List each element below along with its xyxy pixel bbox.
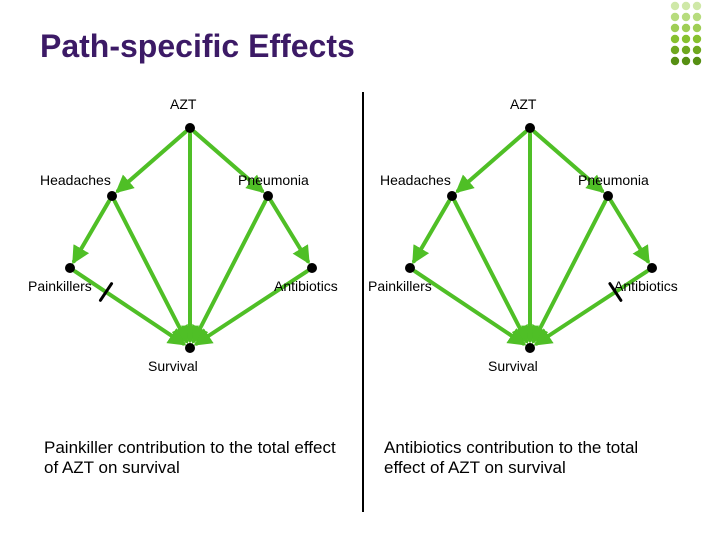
edge-arrow [271, 201, 308, 261]
node-label-survival: Survival [488, 358, 538, 374]
node-label-pneumonia: Pneumonia [238, 172, 309, 188]
node-pneumonia [603, 191, 613, 201]
edge-arrow [414, 201, 449, 261]
node-label-painkillers: Painkillers [28, 278, 92, 294]
diagram-caption: Antibiotics contribution to the total ef… [384, 438, 684, 478]
node-label-azt: AZT [510, 96, 536, 112]
node-headaches [107, 191, 117, 201]
path-diagram: AZTHeadachesPneumoniaPainkillersAntibiot… [40, 92, 350, 372]
node-label-headaches: Headaches [380, 172, 451, 188]
node-pneumonia [263, 191, 273, 201]
path-diagram: AZTHeadachesPneumoniaPainkillersAntibiot… [380, 92, 690, 372]
edge-arrow [611, 201, 648, 261]
edge-arrow [118, 132, 185, 191]
node-label-headaches: Headaches [40, 172, 111, 188]
edge-arrow [74, 201, 109, 261]
node-label-painkillers: Painkillers [368, 278, 432, 294]
node-antibiotics [647, 263, 657, 273]
node-headaches [447, 191, 457, 201]
edge-arrow [458, 132, 525, 191]
node-survival [185, 343, 195, 353]
node-painkillers [405, 263, 415, 273]
vertical-divider [362, 92, 364, 512]
node-azt [525, 123, 535, 133]
edge-block-marker [100, 284, 111, 301]
node-antibiotics [307, 263, 317, 273]
node-label-antibiotics: Antibiotics [274, 278, 338, 294]
node-label-pneumonia: Pneumonia [578, 172, 649, 188]
node-painkillers [65, 263, 75, 273]
page-title: Path-specific Effects [40, 28, 355, 65]
diagram-caption: Painkiller contribution to the total eff… [44, 438, 344, 478]
node-label-survival: Survival [148, 358, 198, 374]
decor-dot-grid [669, 0, 712, 81]
node-azt [185, 123, 195, 133]
node-survival [525, 343, 535, 353]
node-label-antibiotics: Antibiotics [614, 278, 678, 294]
node-label-azt: AZT [170, 96, 196, 112]
